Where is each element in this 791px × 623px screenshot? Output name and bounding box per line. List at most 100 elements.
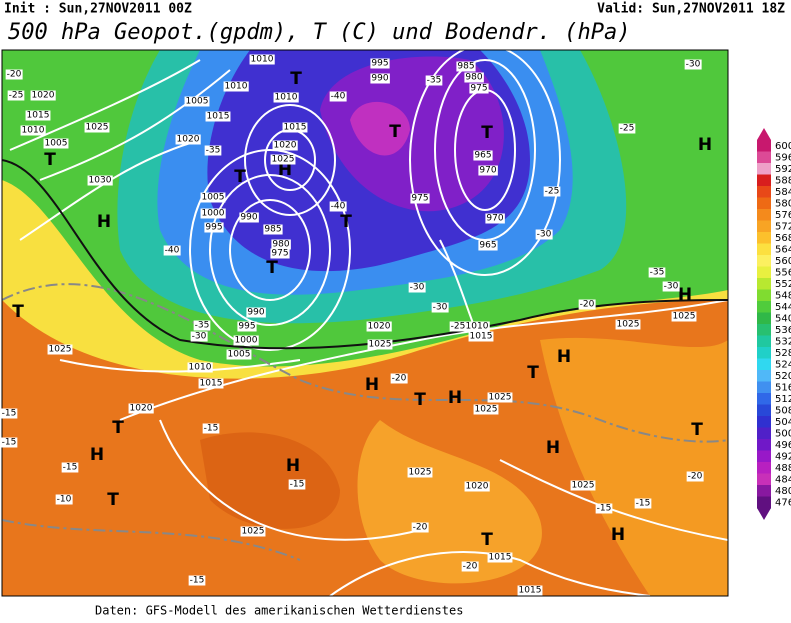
legend-swatch: [757, 151, 771, 164]
pressure-center-label: T: [12, 302, 24, 322]
legend-swatch: [757, 439, 771, 451]
pressure-center-label: T: [389, 122, 401, 142]
label-bg: [478, 165, 498, 176]
pressure-center-label: T: [691, 420, 703, 440]
pressure-center-label: T: [340, 212, 352, 232]
contour-value: 1025: [369, 340, 392, 350]
legend-swatch: [757, 140, 771, 152]
contour-value: 975: [271, 249, 288, 259]
legend-swatch: [757, 485, 771, 497]
contour-value: -10: [57, 495, 72, 505]
contour-label: -15: [188, 575, 206, 586]
contour-label: -10: [55, 494, 73, 505]
contour-label: 1025: [671, 311, 697, 322]
label-bg: [469, 83, 489, 94]
contour-value: 1025: [272, 155, 295, 165]
label-bg: [456, 61, 476, 72]
label-bg: [431, 302, 449, 313]
legend-label: 568: [775, 233, 791, 244]
contour-label: 1010: [249, 54, 275, 65]
legend-swatch: [757, 197, 771, 210]
contour-label: 980: [464, 72, 484, 83]
contour-value: 965: [474, 151, 491, 161]
pressure-center: T: [266, 258, 278, 278]
contour-value: 980: [272, 240, 289, 250]
legend-swatch: [757, 186, 771, 198]
label-bg: [87, 175, 113, 186]
contour-value: -20: [7, 70, 22, 80]
label-bg: [226, 349, 252, 360]
legend-swatch: [757, 301, 771, 313]
legend-swatch: [757, 289, 771, 302]
contour-value: 1015: [27, 111, 50, 121]
label-bg: [223, 81, 249, 92]
contour-label: 995: [204, 222, 224, 233]
label-bg: [190, 331, 208, 342]
pressure-center-label: T: [527, 363, 539, 383]
pressure-center: H: [448, 388, 462, 408]
pressure-center-label: H: [611, 525, 625, 545]
contour-label: 1025: [487, 392, 513, 403]
legend-label: 536: [775, 325, 791, 336]
contour-value: 975: [470, 84, 487, 94]
contour-value: -25: [620, 124, 635, 134]
contour-value: 1025: [86, 123, 109, 133]
legend-label: 576: [775, 210, 791, 221]
contour-value: -20: [688, 472, 703, 482]
contour-value: -30: [686, 60, 701, 70]
label-bg: [233, 335, 259, 346]
pressure-center-label: T: [44, 150, 56, 170]
contour-label: -20: [578, 299, 596, 310]
contour-value: 995: [205, 223, 222, 233]
map-background: [2, 50, 728, 596]
pressure-center-label: H: [286, 456, 300, 476]
pressure-center-label: T: [107, 490, 119, 510]
contour-value: -15: [204, 424, 219, 434]
legend-label: 588: [775, 175, 791, 186]
contour-value: -15: [2, 409, 17, 419]
contour-label: 1025: [270, 154, 296, 165]
contour-label: 980: [271, 239, 291, 250]
contour-label: -20: [411, 522, 429, 533]
label-bg: [425, 75, 443, 86]
pressure-center: H: [611, 525, 625, 545]
label-bg: [686, 471, 704, 482]
contour-value: 975: [411, 194, 428, 204]
contour-label: 1025: [407, 467, 433, 478]
contour-value: 1025: [49, 345, 72, 355]
pressure-center: T: [481, 123, 493, 143]
label-bg: [188, 575, 206, 586]
label-bg: [449, 321, 467, 332]
contour-label: -15: [0, 408, 18, 419]
pressure-center: H: [90, 445, 104, 465]
label-bg: [193, 320, 211, 331]
pressure-center: T: [12, 302, 24, 322]
label-bg: [239, 212, 259, 223]
label-bg: [204, 145, 222, 156]
contour-value: -40: [331, 202, 346, 212]
legend-label: 524: [775, 359, 791, 370]
contour-value: -15: [290, 480, 305, 490]
contour-label: -30: [535, 229, 553, 240]
pressure-center: H: [557, 347, 571, 367]
legend-label: 484: [775, 474, 791, 485]
label-bg: [487, 552, 513, 563]
pressure-center-label: T: [481, 530, 493, 550]
pressure-center-label: H: [90, 445, 104, 465]
contour-label: 1015: [25, 110, 51, 121]
legend-arrow-bottom: [757, 508, 771, 520]
legend-label: 492: [775, 451, 791, 462]
pressure-center: T: [527, 363, 539, 383]
contour-label: 975: [469, 83, 489, 94]
label-bg: [464, 481, 490, 492]
label-bg: [464, 321, 490, 332]
legend-arrow-top: [757, 128, 771, 140]
contour-value: -30: [410, 283, 425, 293]
label-bg: [370, 73, 390, 84]
contour-label: 965: [473, 150, 493, 161]
legend-label: 560: [775, 256, 791, 267]
contour-value: -25: [545, 187, 560, 197]
legend-swatch: [757, 496, 771, 509]
legend-swatch: [757, 427, 771, 440]
